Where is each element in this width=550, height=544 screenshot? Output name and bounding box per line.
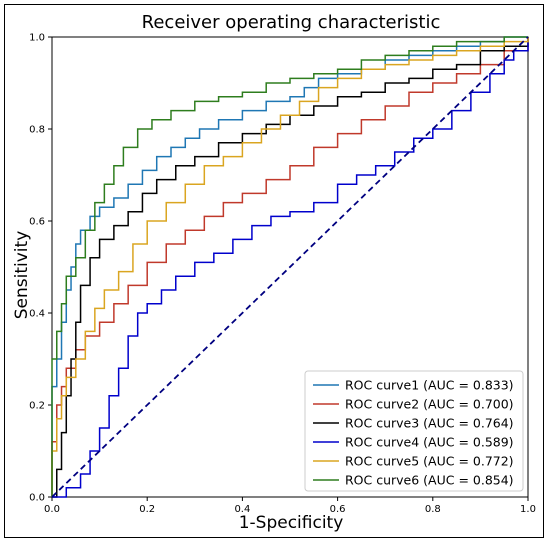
y-tick-label: 1.0 [29, 33, 45, 44]
plot-area: 0.0 0.2 0.4 0.6 0.8 1.0 0.0 0.2 0.4 0.6 0.8 1.0 [29, 33, 536, 516]
legend-entry: ROC curve2 (AUC = 0.700) [345, 397, 514, 412]
x-tick-label: 0.0 [44, 504, 60, 515]
x-tick-label: 0.2 [139, 504, 155, 515]
legend-entry: ROC curve3 (AUC = 0.764) [345, 416, 514, 431]
chance-line [51, 36, 529, 498]
legend-entry: ROC curve6 (AUC = 0.854) [345, 473, 514, 488]
y-axis-label: Sensitivity [12, 231, 32, 320]
x-axis-label: 1-Specificity [239, 513, 344, 533]
y-tick-label: 0.2 [29, 401, 45, 412]
x-tick-label: 0.4 [234, 504, 250, 515]
roc-curve-4 [52, 37, 529, 498]
legend-box [304, 370, 524, 492]
y-tick-label: 0.0 [29, 493, 45, 504]
x-tick-label: 0.6 [330, 504, 346, 515]
axes-frame [51, 36, 529, 498]
legend: ROC curve1 (AUC = 0.833) ROC curve2 (AUC … [304, 370, 524, 492]
roc-curve-3 [52, 37, 529, 498]
legend-entry: ROC curve1 (AUC = 0.833) [345, 378, 514, 393]
legend-entry: ROC curve4 (AUC = 0.589) [345, 435, 514, 450]
legend-entry: ROC curve5 (AUC = 0.772) [345, 454, 514, 469]
y-tick-label: 0.4 [29, 309, 45, 320]
x-tick-label: 1.0 [520, 504, 536, 515]
roc-curve-5 [51, 37, 529, 497]
y-tick-label: 0.6 [29, 217, 45, 228]
roc-curve-6 [51, 36, 528, 497]
chart-title: Receiver operating characteristic [142, 12, 441, 33]
x-tick-label: 0.8 [425, 504, 441, 515]
y-tick-label: 0.8 [29, 125, 45, 136]
